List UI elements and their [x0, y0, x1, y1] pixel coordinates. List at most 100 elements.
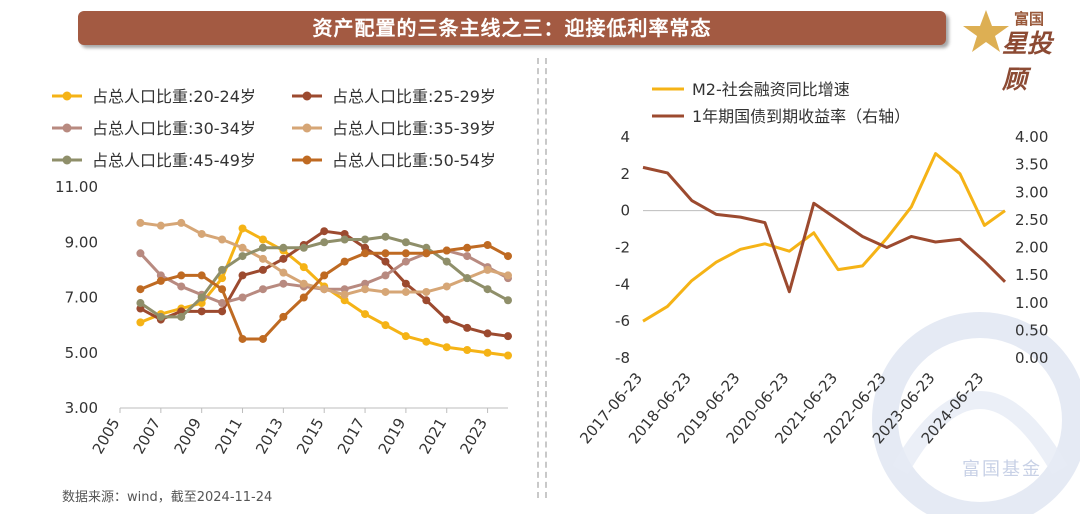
m2-gap-line	[642, 152, 1006, 323]
left-y-tick-label: 4	[620, 128, 630, 146]
data-point	[381, 287, 390, 296]
data-point	[136, 304, 145, 313]
data-point	[504, 271, 512, 280]
data-point	[238, 334, 247, 343]
data-point	[422, 249, 431, 258]
data-point	[136, 299, 145, 308]
title-banner: 资产配置的三条主线之三：迎接低利率常态	[78, 11, 946, 45]
data-point	[279, 254, 288, 263]
legend-label: 占总人口比重:45-49岁	[92, 151, 256, 170]
data-point	[238, 271, 247, 280]
legend-marker	[62, 123, 72, 133]
left-y-tick-label: -4	[615, 275, 630, 293]
data-point	[279, 279, 288, 288]
data-point	[320, 227, 329, 236]
source-note: 数据来源：wind，截至2024-11-24	[62, 490, 273, 505]
left-y-tick-label: -8	[615, 349, 630, 367]
data-point	[401, 332, 410, 341]
data-point	[504, 332, 512, 341]
data-point	[218, 307, 227, 316]
data-point	[299, 293, 308, 302]
left-y-tick-label: 2	[620, 165, 630, 183]
data-point	[156, 271, 165, 280]
right-y-tick-label: 3.00	[1015, 183, 1048, 201]
data-point	[238, 243, 247, 252]
y-tick-label: 11.00	[55, 178, 98, 196]
data-point	[361, 235, 370, 244]
data-point	[299, 243, 308, 252]
data-point	[422, 296, 431, 305]
data-point	[340, 290, 349, 299]
data-point	[483, 348, 492, 357]
data-point	[483, 241, 492, 250]
data-point	[422, 287, 431, 296]
data-point	[361, 285, 370, 294]
legend-label: M2-社会融资同比增速	[692, 80, 850, 99]
data-point	[136, 285, 145, 294]
data-point	[156, 276, 165, 285]
data-point	[136, 218, 145, 227]
right-y-tick-label: 4.00	[1015, 128, 1048, 146]
data-point	[218, 235, 227, 244]
data-point	[361, 310, 370, 319]
data-point	[401, 238, 410, 247]
data-point	[320, 238, 329, 247]
right-y-tick-label: 2.00	[1015, 239, 1048, 257]
data-point	[483, 265, 492, 274]
data-point	[483, 329, 492, 338]
data-point	[504, 296, 512, 305]
data-point	[340, 229, 349, 238]
bond-yield-line	[642, 165, 1007, 294]
legend-marker	[62, 91, 72, 101]
data-point	[177, 271, 186, 280]
data-point	[299, 263, 308, 272]
data-point	[340, 296, 349, 305]
left-y-tick-label: -2	[615, 239, 630, 257]
data-point	[279, 312, 288, 321]
data-point	[258, 243, 267, 252]
data-point	[218, 285, 227, 294]
data-point	[197, 307, 206, 316]
data-point	[401, 287, 410, 296]
legend-marker	[302, 155, 312, 165]
y-tick-label: 3.00	[65, 399, 98, 417]
data-point	[238, 224, 247, 233]
legend-label: 占总人口比重:30-34岁	[92, 119, 256, 138]
logo: 富国 星投顾	[962, 6, 1070, 94]
data-point	[361, 249, 370, 258]
data-point	[320, 271, 329, 280]
data-point	[361, 279, 370, 288]
data-point	[340, 257, 349, 266]
page-title: 资产配置的三条主线之三：迎接低利率常态	[312, 16, 712, 40]
data-point	[197, 271, 206, 280]
data-point	[463, 252, 472, 261]
data-point	[218, 274, 227, 283]
data-point	[442, 246, 451, 255]
data-point	[136, 318, 145, 327]
legend-marker	[302, 123, 312, 133]
data-point	[340, 285, 349, 294]
data-point	[177, 312, 186, 321]
legend-label: 1年期国债到期收益率（右轴）	[692, 107, 910, 126]
legend-marker	[62, 155, 72, 165]
star-icon	[963, 10, 1009, 52]
right-y-tick-label: 1.00	[1015, 294, 1048, 312]
logo-top-text: 富国	[1014, 10, 1045, 28]
data-point	[279, 268, 288, 277]
legend-label: 占总人口比重:25-29岁	[332, 87, 496, 106]
data-point	[401, 279, 410, 288]
data-point	[218, 265, 227, 274]
y-tick-label: 7.00	[65, 289, 98, 307]
data-point	[320, 285, 329, 294]
data-point	[361, 243, 370, 252]
right-y-tick-label: 1.50	[1015, 266, 1048, 284]
data-point	[442, 315, 451, 324]
left-y-tick-label: -6	[615, 312, 630, 330]
data-point	[156, 221, 165, 230]
data-point	[504, 351, 512, 360]
right-y-tick-label: 2.50	[1015, 211, 1048, 229]
data-point	[136, 249, 145, 258]
data-point	[463, 323, 472, 332]
